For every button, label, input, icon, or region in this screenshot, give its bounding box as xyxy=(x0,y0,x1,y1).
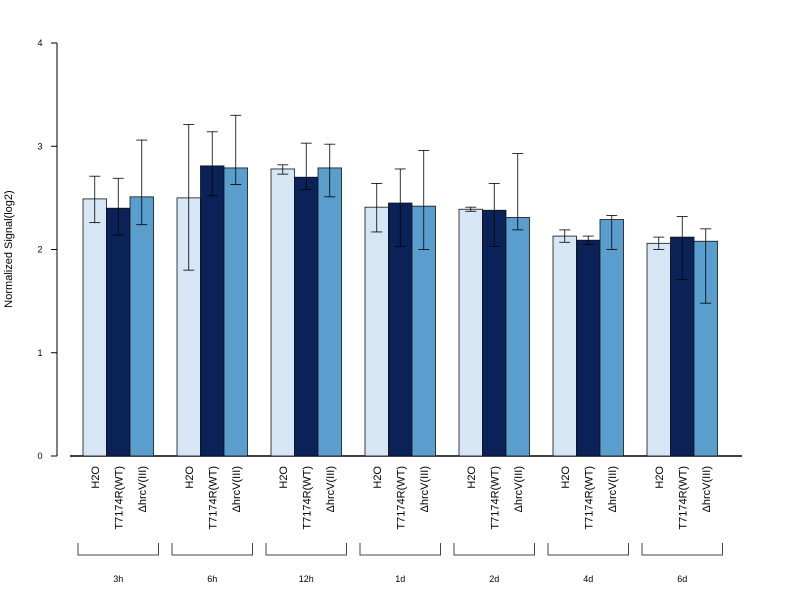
group-bracket xyxy=(359,543,441,556)
group-label: 4d xyxy=(583,574,593,584)
bar xyxy=(129,196,154,457)
group-label: 2d xyxy=(489,574,499,584)
x-tick-label: T7174R(WT) xyxy=(395,466,407,530)
x-tick-label: H2O xyxy=(90,466,102,489)
group-bracket xyxy=(547,543,629,556)
bar xyxy=(270,168,295,457)
y-tick-label: 3 xyxy=(37,141,42,151)
x-tick-label: ΔhrcV(III) xyxy=(701,466,713,512)
x-tick-label: T7174R(WT) xyxy=(489,466,501,530)
error-bars xyxy=(89,114,712,304)
bar xyxy=(364,206,389,457)
x-tick-label: H2O xyxy=(466,466,478,489)
group-bracket xyxy=(171,543,253,556)
x-tick-label: ΔhrcV(III) xyxy=(513,466,525,512)
group-label: 12h xyxy=(299,574,314,584)
bar xyxy=(552,235,577,457)
y-tick-label: 2 xyxy=(37,245,42,255)
bar xyxy=(646,242,671,457)
x-tick-label: ΔhrcV(III) xyxy=(137,466,149,512)
group-bracket xyxy=(265,543,347,556)
bar xyxy=(317,167,342,457)
x-tick-label: H2O xyxy=(372,466,384,489)
y-axis-label: Normalized Signal(log2) xyxy=(3,190,15,307)
bar xyxy=(458,208,483,457)
x-tick-label: T7174R(WT) xyxy=(113,466,125,530)
x-tick-label: T7174R(WT) xyxy=(677,466,689,530)
y-tick-label: 0 xyxy=(37,451,42,461)
group-bracket xyxy=(453,543,535,556)
x-tick-label: T7174R(WT) xyxy=(301,466,313,530)
group-bracket xyxy=(641,543,723,556)
x-tick-label: H2O xyxy=(184,466,196,489)
bar xyxy=(294,176,319,457)
group-label: 6d xyxy=(677,574,687,584)
x-tick-label: H2O xyxy=(654,466,666,489)
bar xyxy=(223,167,248,457)
y-tick-label: 4 xyxy=(37,38,42,48)
bar xyxy=(505,217,530,457)
x-tick-label: H2O xyxy=(560,466,572,489)
y-tick-label: 1 xyxy=(37,348,42,358)
x-tick-label: T7174R(WT) xyxy=(207,466,219,530)
bar xyxy=(599,219,624,457)
bar xyxy=(482,209,507,457)
bars xyxy=(82,165,718,457)
x-tick-labels: H2O T7174R(WT) ΔhrcV(III) H2O T7174R(WT) Δhrc… xyxy=(90,466,713,530)
x-tick-label: ΔhrcV(III) xyxy=(419,466,431,512)
group-label: 6h xyxy=(207,574,217,584)
x-tick-label: ΔhrcV(III) xyxy=(607,466,619,512)
group-label: 3h xyxy=(113,574,123,584)
group-label: 1d xyxy=(395,574,405,584)
x-tick-label: T7174R(WT) xyxy=(583,466,595,530)
bar xyxy=(200,165,225,457)
x-tick-label: ΔhrcV(III) xyxy=(231,466,243,512)
group-brackets: 3h 6h 12h 1d 2d 4d 6d xyxy=(77,543,723,584)
bar xyxy=(106,207,131,457)
group-bracket xyxy=(77,543,159,556)
bar xyxy=(576,239,601,457)
x-tick-label: H2O xyxy=(278,466,290,489)
x-tick-label: ΔhrcV(III) xyxy=(325,466,337,512)
bar xyxy=(82,198,107,457)
